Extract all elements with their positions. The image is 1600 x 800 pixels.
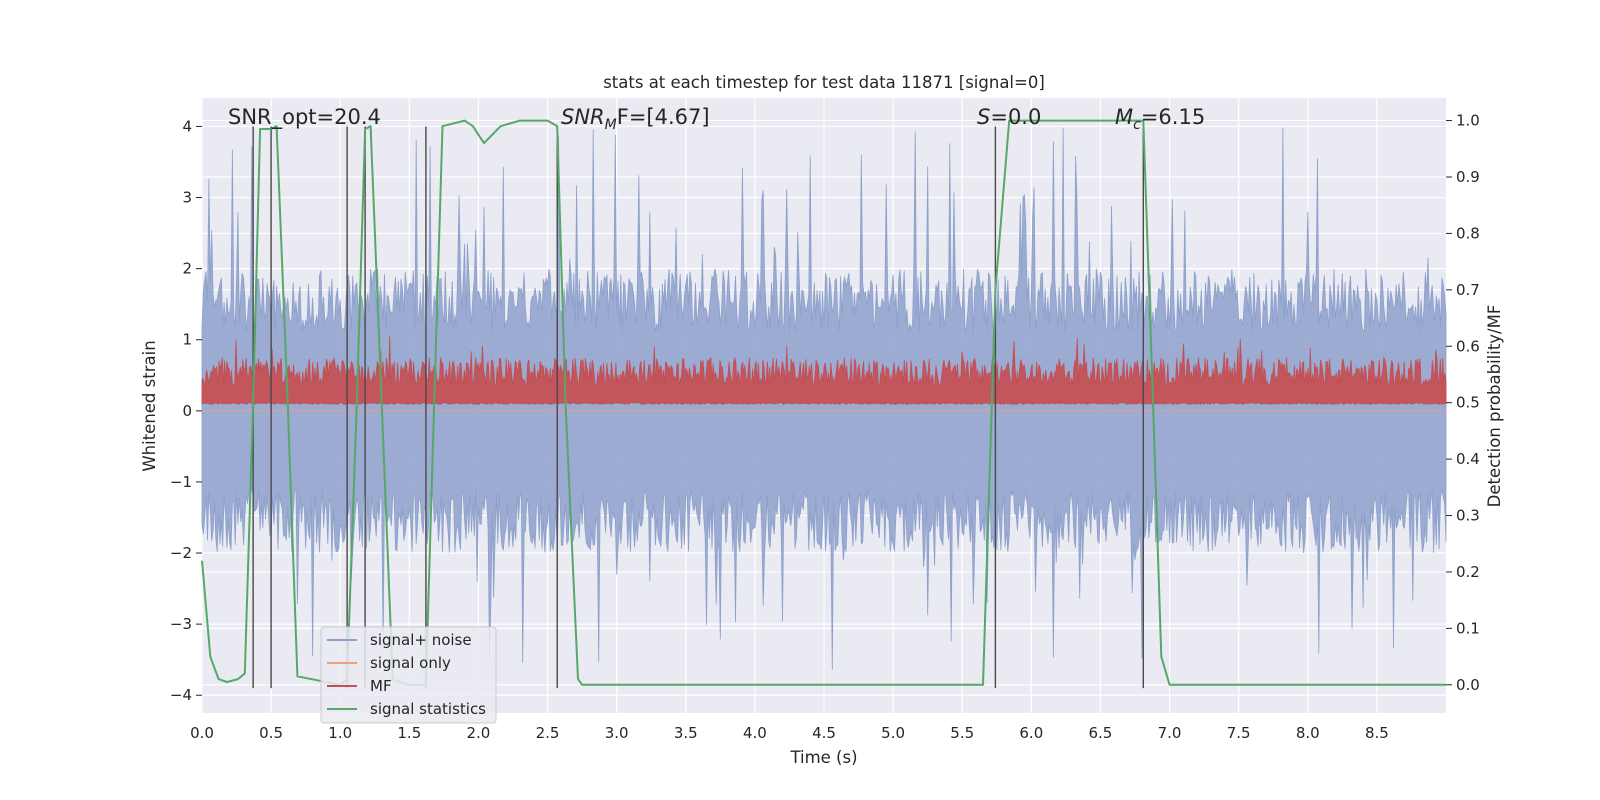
y2-tick-label: 1.0	[1456, 112, 1480, 130]
y-ticks: 4 3 2 1 0 −1 −2 −3 −4	[170, 117, 202, 704]
annotation-mc-value: =6.15	[1141, 105, 1205, 129]
y-tick-label: −2	[170, 544, 192, 562]
annotation-snr-mf-sub: M	[605, 117, 617, 133]
x-tick-label: 3.5	[674, 724, 698, 742]
y-tick-label: 0	[182, 402, 192, 420]
x-tick-label: 1.5	[397, 724, 421, 742]
y-tick-label: 3	[182, 189, 192, 207]
legend-label-mf: MF	[370, 677, 392, 695]
y2-ticks: 1.0 0.9 0.8 0.7 0.6 0.5 0.4 0.3 0.2 0.1 0.0	[1446, 112, 1480, 694]
y2-tick-label: 0.6	[1456, 337, 1480, 355]
x-tick-label: 4.5	[812, 724, 836, 742]
y-tick-label: −1	[170, 473, 192, 491]
y2-tick-label: 0.8	[1456, 224, 1480, 242]
annotation-s-label: S	[977, 105, 990, 129]
y-tick-label: 1	[182, 331, 192, 349]
legend-box	[320, 626, 497, 724]
legend-label-signal-only: signal only	[370, 654, 451, 672]
y2-tick-label: 0.1	[1456, 619, 1480, 637]
x-tick-label: 2.0	[467, 724, 491, 742]
y2-axis-label: Detection probability/MF	[1485, 305, 1504, 508]
y2-tick-label: 0.2	[1456, 563, 1480, 581]
annotation-s-value: =0.0	[990, 105, 1041, 129]
annotation-snr-mf: SNRMF=[4.67]	[561, 105, 710, 133]
x-tick-label: 1.0	[328, 724, 352, 742]
x-tick-label: 0.0	[190, 724, 214, 742]
x-tick-label: 6.0	[1019, 724, 1043, 742]
annotation-mc-base: M	[1115, 105, 1133, 129]
x-tick-label: 5.5	[950, 724, 974, 742]
signal-statistics-line	[201, 119, 1446, 686]
y2-tick-label: 0.9	[1456, 168, 1480, 186]
y2-tick-label: 0.7	[1456, 281, 1480, 299]
y-axis-label: Whitened strain	[140, 340, 159, 471]
annotation-mc: Mc=6.15	[1115, 105, 1205, 133]
annotation-s: S=0.0	[977, 105, 1041, 129]
annotation-snr-opt: SNR_opt=20.4	[228, 105, 381, 130]
y2-tick-label: 0.4	[1456, 450, 1480, 468]
y-tick-label: −3	[170, 615, 192, 633]
y-tick-label: −4	[170, 686, 192, 704]
legend-label-signal-noise: signal+ noise	[370, 631, 472, 649]
y-tick-label: 2	[182, 260, 192, 278]
annotation-snr-mf-rest: F=[4.67]	[617, 105, 710, 129]
signal-statistics-series	[201, 119, 1446, 686]
x-axis-label: Time (s)	[789, 748, 857, 767]
x-tick-label: 3.0	[605, 724, 629, 742]
annotation-mc-sub: c	[1133, 117, 1141, 133]
chart-title: stats at each timestep for test data 118…	[603, 73, 1045, 92]
x-tick-label: 6.5	[1089, 724, 1113, 742]
x-tick-label: 8.5	[1365, 724, 1389, 742]
y2-tick-label: 0.5	[1456, 394, 1480, 412]
x-tick-label: 5.0	[881, 724, 905, 742]
legend-label-signal-statistics: signal statistics	[370, 700, 486, 718]
x-tick-label: 7.5	[1227, 724, 1251, 742]
x-ticks: 0.0 0.5 1.0 1.5 2.0 2.5 3.0 3.5 4.0 4.5 5.0 5.5 6.0 6…	[190, 724, 1389, 742]
y2-tick-label: 0.0	[1456, 676, 1480, 694]
annotation-snr-mf-base: SNR	[561, 105, 605, 129]
x-tick-label: 4.0	[743, 724, 767, 742]
x-tick-label: 2.5	[536, 724, 560, 742]
y2-tick-label: 0.3	[1456, 507, 1480, 525]
legend: signal+ noise signal only MF signal stat…	[320, 626, 497, 724]
x-tick-label: 0.5	[259, 724, 283, 742]
y-tick-label: 4	[182, 117, 192, 135]
x-tick-label: 8.0	[1296, 724, 1320, 742]
x-tick-label: 7.0	[1158, 724, 1182, 742]
